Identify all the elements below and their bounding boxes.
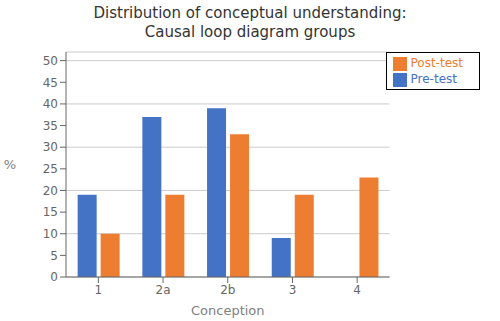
- svg-text:40: 40: [43, 97, 58, 111]
- html-text:Pre-test: Pre-test: [410, 72, 457, 86]
- html-text:Post-test: Post-test: [410, 56, 463, 70]
- svg-text:35: 35: [43, 119, 58, 133]
- svg-text:45: 45: [43, 76, 58, 90]
- svg-text:5: 5: [50, 249, 58, 263]
- svg-text:4: 4: [353, 283, 361, 297]
- svg-text:30: 30: [43, 140, 58, 154]
- svg-text:2b: 2b: [220, 283, 235, 297]
- svg-text:10: 10: [43, 227, 58, 241]
- svg-text:%: %: [8, 157, 16, 172]
- svg-text:20: 20: [43, 184, 58, 198]
- svg-text:2a: 2a: [156, 283, 171, 297]
- html-text:Causal loop diagram groups: Causal loop diagram groups: [144, 23, 356, 41]
- svg-text:25: 25: [43, 162, 58, 176]
- svg-text:3: 3: [289, 283, 297, 297]
- svg-text:Conception: Conception: [191, 303, 265, 318]
- svg-text:0: 0: [50, 270, 58, 284]
- svg-text:50: 50: [43, 54, 58, 68]
- html-text:Distribution of conceptual und: Distribution of conceptual understanding…: [93, 4, 407, 22]
- svg-text:15: 15: [43, 205, 58, 219]
- svg-text:1: 1: [95, 283, 103, 297]
